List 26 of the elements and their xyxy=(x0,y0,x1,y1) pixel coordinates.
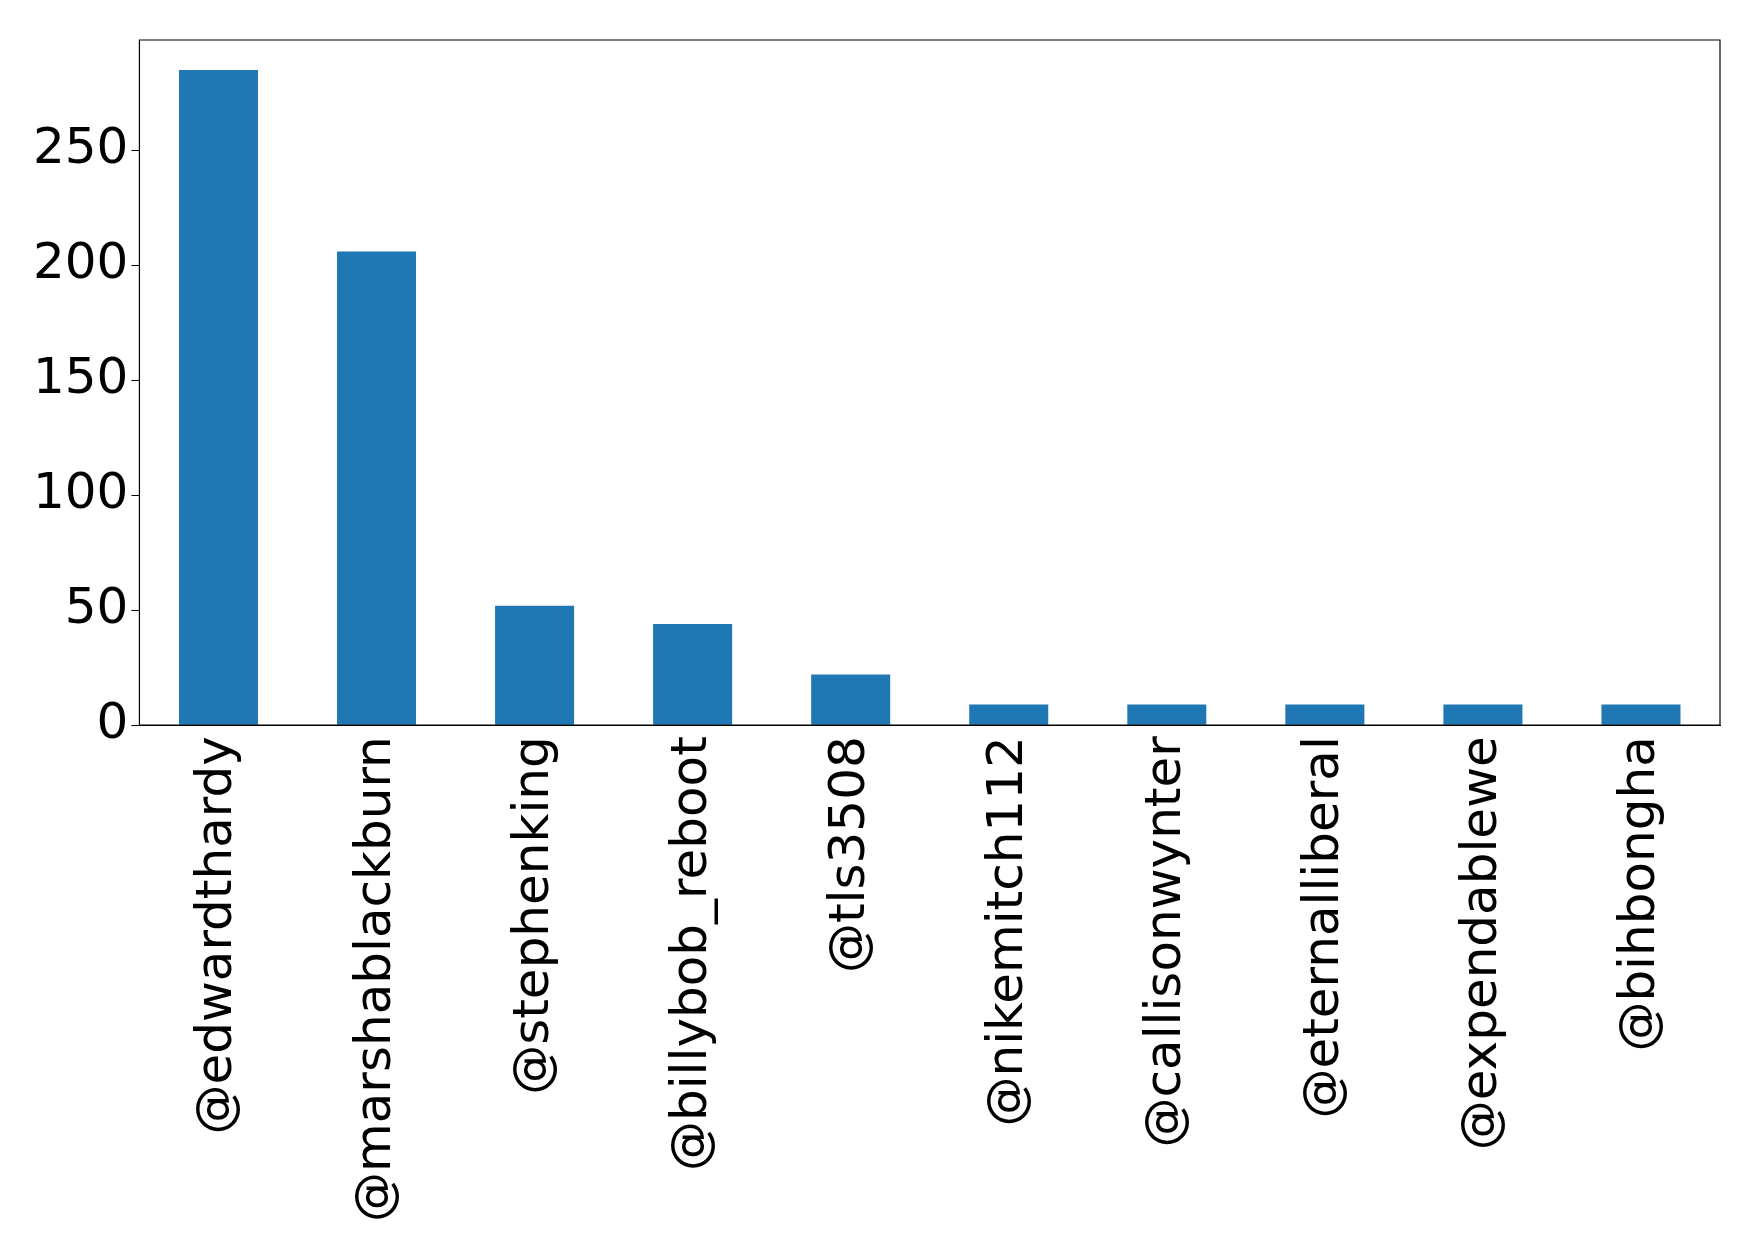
bar xyxy=(1127,704,1207,725)
bar xyxy=(337,251,417,725)
x-tick-label: @tls3508 xyxy=(817,736,876,974)
x-tick-label: @callisonwynter xyxy=(1133,735,1192,1148)
x-tick-label: @bihbongha xyxy=(1607,736,1666,1052)
x-tick-label: @nikemitch112 xyxy=(975,736,1034,1127)
bar xyxy=(178,69,258,725)
y-tick-label: 200 xyxy=(33,232,129,291)
bar xyxy=(1443,704,1523,725)
bar xyxy=(1285,704,1365,725)
y-tick-label: 100 xyxy=(33,462,129,521)
x-tick-label: @marshablackburn xyxy=(343,736,402,1223)
bar xyxy=(653,624,733,725)
y-tick-label: 50 xyxy=(64,577,129,636)
y-tick-label: 0 xyxy=(96,692,129,751)
x-tick-label: @eternalliberal xyxy=(1291,736,1350,1119)
x-tick-label: @billybob_reboot xyxy=(659,736,718,1172)
bar xyxy=(1601,704,1681,725)
y-tick-label: 250 xyxy=(33,117,129,176)
bar xyxy=(811,674,891,725)
x-tick-label: @stephenking xyxy=(501,736,560,1095)
bar xyxy=(969,704,1049,725)
x-tick-label: @expendablewe xyxy=(1449,736,1508,1151)
x-tick-label: @edwardthardy xyxy=(185,736,244,1135)
y-tick-label: 150 xyxy=(33,347,129,406)
bar xyxy=(495,605,575,725)
